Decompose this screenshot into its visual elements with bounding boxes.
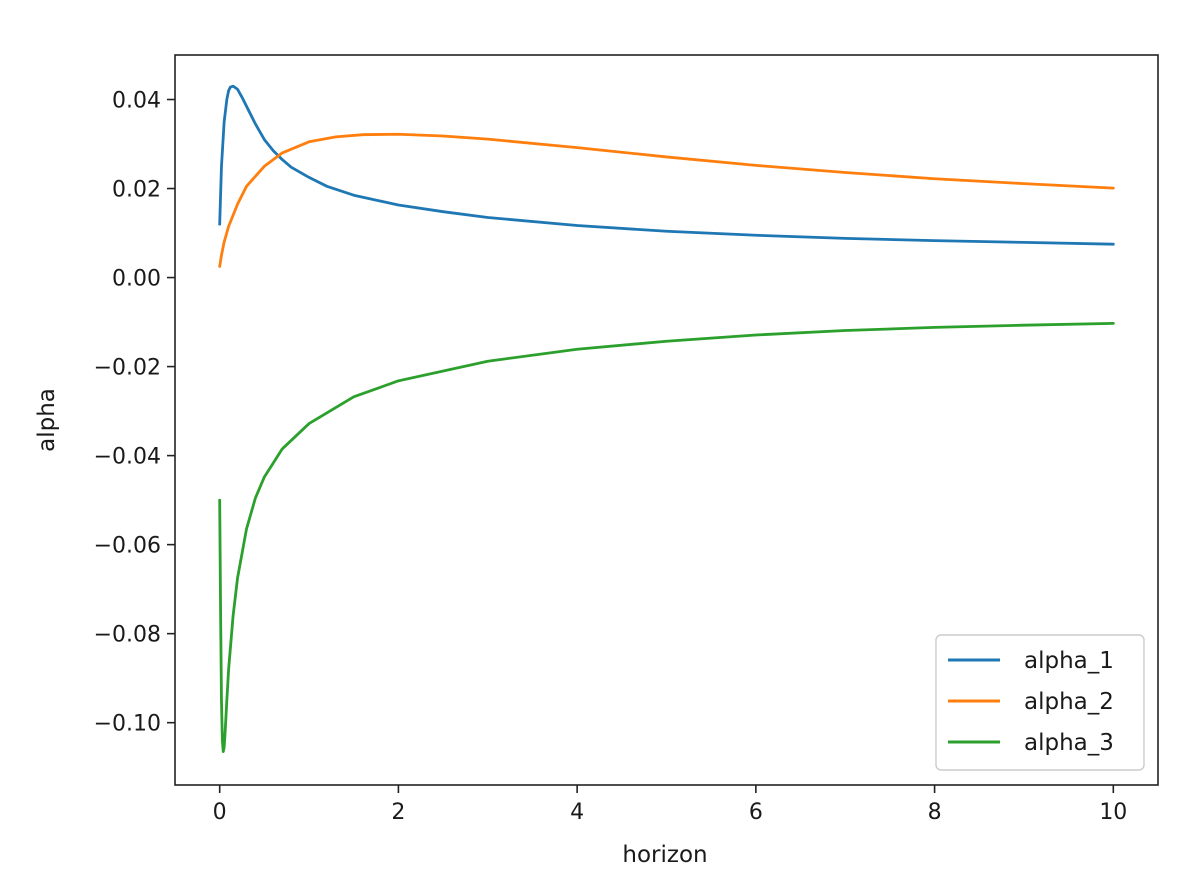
x-axis: 0 2 4 6 8 10 bbox=[213, 785, 1127, 825]
x-tick-label: 0 bbox=[213, 800, 227, 825]
y-tick-label: −0.10 bbox=[94, 712, 161, 737]
x-tick-label: 6 bbox=[749, 800, 763, 825]
series-layer bbox=[218, 84, 1115, 754]
plot-frame bbox=[174, 54, 1159, 786]
y-tick-label: 0.04 bbox=[112, 89, 161, 114]
x-tick-label: 4 bbox=[570, 800, 584, 825]
legend-label-alpha-1: alpha_1 bbox=[1024, 648, 1114, 674]
x-tick-label: 10 bbox=[1099, 800, 1127, 825]
y-tick-label: −0.06 bbox=[94, 534, 161, 559]
x-tick-label: 2 bbox=[391, 800, 405, 825]
y-tick-label: −0.04 bbox=[94, 445, 161, 470]
y-axis-label: alpha bbox=[34, 388, 60, 452]
y-tick-label: −0.02 bbox=[94, 356, 161, 381]
y-axis: 0.04 0.02 0.00 −0.02 −0.04 −0.06 −0.08 −0.10 bbox=[94, 89, 175, 737]
legend-label-alpha-3: alpha_3 bbox=[1024, 730, 1114, 756]
series-line-alpha-1 bbox=[218, 84, 1115, 246]
x-tick-label: 8 bbox=[928, 800, 942, 825]
series-line-alpha-2 bbox=[218, 132, 1115, 268]
y-tick-label: 0.00 bbox=[112, 267, 161, 292]
legend: alpha_1 alpha_2 alpha_3 bbox=[935, 634, 1145, 771]
legend-box bbox=[935, 634, 1145, 771]
x-axis-label: horizon bbox=[622, 842, 707, 868]
y-tick-label: −0.08 bbox=[94, 623, 161, 648]
legend-label-alpha-2: alpha_2 bbox=[1024, 689, 1114, 715]
y-tick-label: 0.02 bbox=[112, 178, 161, 203]
series-line-alpha-3 bbox=[218, 322, 1115, 754]
